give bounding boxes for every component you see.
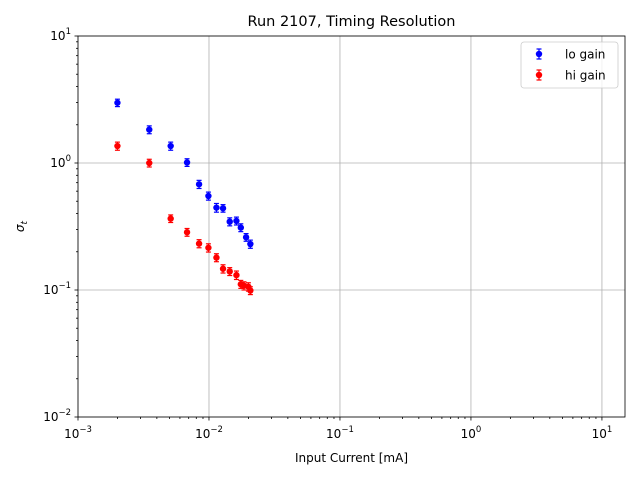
hi-gain-point: [167, 214, 174, 224]
x-tick-label: 101: [592, 425, 613, 441]
x-tick-label-exponent: −3: [79, 425, 92, 435]
y-tick-label-base: 10: [43, 410, 58, 424]
y-tick-label-base: 10: [43, 283, 58, 297]
hi-gain-point: [205, 243, 212, 253]
x-tick-label-base: 10: [195, 427, 210, 441]
x-tick-label-exponent: −2: [210, 425, 223, 435]
series-lo-gain: [114, 98, 254, 249]
y-axis-label: σt: [13, 220, 30, 232]
lo-gain-point: [247, 239, 254, 249]
plot-area-frame: [77, 35, 626, 418]
y-tick-label-base: 10: [50, 29, 65, 43]
hi-gain-marker: [146, 159, 153, 167]
legend-lo-gain-marker: [535, 50, 543, 58]
legend-entry-hi-gain: hi gain: [535, 69, 606, 83]
lo-gain-marker: [233, 217, 240, 225]
lo-gain-marker: [167, 142, 174, 150]
lo-gain-marker: [146, 126, 153, 133]
x-tick-label: 10−3: [64, 425, 92, 441]
y-axis-label-symbol: σ: [13, 224, 27, 232]
x-tick-label: 10−1: [326, 425, 354, 441]
x-axis-label: Input Current [mA]: [295, 451, 408, 465]
y-tick-label: 101: [50, 27, 71, 43]
lo-gain-point: [167, 141, 174, 151]
lo-gain-marker: [114, 99, 121, 106]
y-tick-label-exponent: −2: [58, 408, 71, 418]
lo-gain-point: [242, 233, 250, 242]
lo-gain-point: [183, 158, 191, 168]
hi-gain-marker: [226, 268, 233, 275]
lo-gain-marker: [213, 204, 220, 211]
lo-gain-point: [226, 217, 233, 227]
hi-gain-marker: [219, 265, 227, 272]
x-tick-label-exponent: 1: [607, 425, 612, 435]
lo-gain-point: [237, 223, 245, 233]
legend-box: [520, 41, 619, 89]
hi-gain-point: [114, 141, 121, 151]
legend: lo gain hi gain: [520, 41, 619, 89]
hi-gain-marker: [114, 142, 121, 150]
lo-gain-marker: [183, 159, 191, 166]
hi-gain-point: [226, 267, 233, 277]
lo-gain-point: [213, 202, 220, 213]
lo-gain-marker: [195, 181, 203, 188]
x-tick-label-base: 10: [326, 427, 341, 441]
lo-gain-point: [114, 98, 121, 108]
lo-gain-point: [233, 216, 240, 226]
legend-hi-gain-label: hi gain: [565, 69, 606, 83]
hi-gain-marker: [233, 271, 240, 279]
hi-gain-point: [240, 281, 248, 291]
y-tick-label-base: 10: [50, 156, 65, 170]
hi-gain-point: [233, 270, 240, 281]
hi-gain-point: [146, 158, 153, 168]
hi-gain-marker: [205, 244, 212, 251]
lo-gain-point: [195, 179, 203, 190]
legend-hi-gain-marker: [535, 71, 543, 79]
hi-gain-point: [183, 227, 191, 237]
x-tick-label-exponent: 0: [476, 425, 481, 435]
y-tick-label: 10−1: [43, 281, 71, 297]
hi-gain-marker: [195, 240, 203, 247]
y-tick-label-exponent: −1: [58, 281, 71, 291]
series-hi-gain: [114, 141, 254, 296]
legend-lo-gain-label: lo gain: [565, 48, 605, 62]
lo-gain-point: [146, 125, 153, 135]
lo-gain-marker: [205, 192, 212, 200]
hi-gain-point: [195, 239, 203, 249]
hi-gain-point: [219, 264, 227, 274]
hi-gain-marker: [213, 254, 220, 261]
legend-entry-lo-gain: lo gain: [535, 48, 605, 62]
x-tick-label-base: 10: [461, 427, 476, 441]
hi-gain-marker: [247, 287, 254, 294]
lo-gain-marker: [237, 224, 245, 231]
x-axis-ticks: 10−3 10−2 10−1 100 101: [64, 417, 612, 441]
lo-gain-point: [219, 204, 227, 213]
y-axis-label-subscript: t: [20, 220, 30, 224]
x-tick-label-base: 10: [64, 427, 79, 441]
y-tick-label: 10−2: [43, 408, 71, 424]
hi-gain-point: [213, 253, 220, 263]
chart-title: Run 2107, Timing Resolution: [248, 14, 456, 30]
y-tick-label-exponent: 1: [66, 27, 71, 37]
data-series: [114, 98, 254, 296]
lo-gain-marker: [219, 205, 227, 212]
x-tick-label-base: 10: [592, 427, 607, 441]
x-tick-label-exponent: −1: [341, 425, 354, 435]
x-tick-label: 100: [461, 425, 482, 441]
y-tick-label-exponent: 0: [66, 154, 71, 164]
x-tick-label: 10−2: [195, 425, 223, 441]
hi-gain-marker: [167, 215, 174, 222]
lo-gain-marker: [242, 234, 250, 241]
lo-gain-marker: [247, 240, 254, 248]
hi-gain-point: [247, 286, 254, 296]
hi-gain-marker: [183, 229, 191, 236]
lo-gain-point: [205, 191, 212, 201]
y-tick-label: 100: [50, 154, 71, 170]
lo-gain-marker: [226, 218, 233, 225]
